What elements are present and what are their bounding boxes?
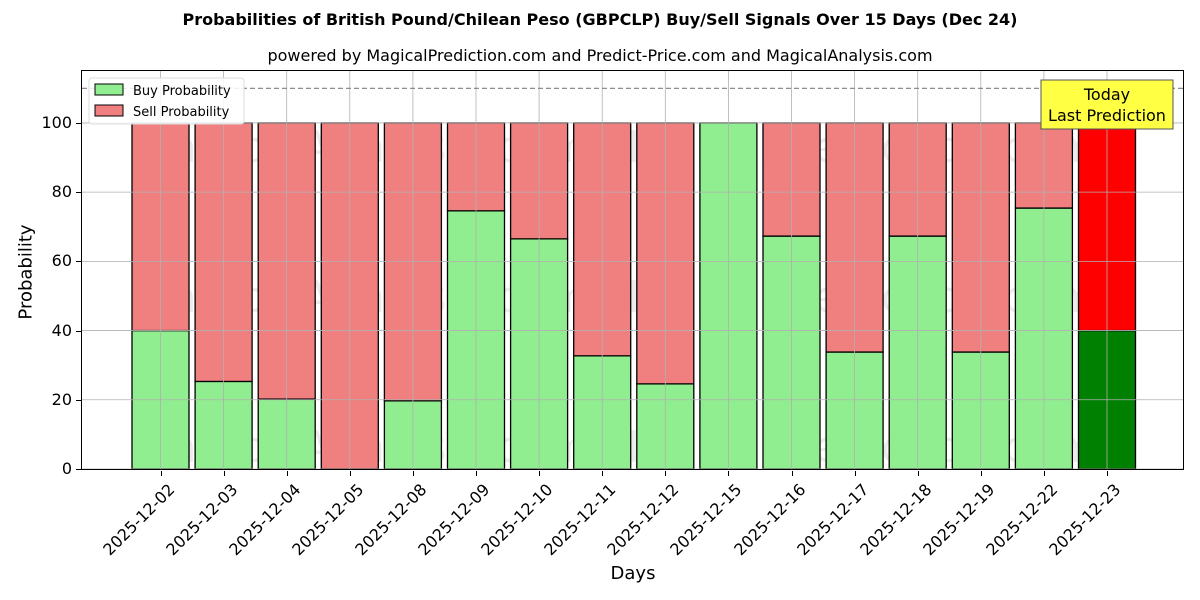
- x-tick-mark: [665, 471, 667, 476]
- legend-buy-swatch: [94, 83, 124, 96]
- chart-subtitle: powered by MagicalPrediction.com and Pre…: [267, 46, 933, 65]
- y-tick-mark: [76, 469, 81, 470]
- x-tick-mark: [917, 471, 919, 476]
- x-tick-mark: [476, 471, 477, 476]
- legend-sell-swatch: [94, 104, 124, 117]
- legend-buy-label: Buy Probability: [133, 84, 231, 99]
- x-tick-mark: [980, 471, 982, 476]
- chart-title: Probabilities of British Pound/Chilean P…: [182, 10, 1018, 29]
- y-tick-mark: [76, 399, 81, 401]
- today-annotation: Today Last Prediction: [1040, 79, 1174, 130]
- x-tick-mark: [412, 471, 414, 476]
- y-tick-mark: [76, 192, 81, 194]
- x-tick-mark: [223, 471, 225, 476]
- y-tick-label: 80: [51, 182, 72, 202]
- x-tick-mark: [286, 471, 288, 476]
- bar-chart: MagicalAnalysis.comMagicalPrediction.com…: [82, 71, 1183, 473]
- y-axis-label: Probability: [15, 224, 37, 320]
- x-axis-label: Days: [610, 563, 656, 584]
- x-tick-mark: [1043, 471, 1045, 476]
- x-tick-mark: [791, 471, 793, 476]
- y-tick-label: 60: [51, 251, 72, 271]
- x-tick-mark: [1107, 471, 1108, 476]
- y-tick-mark: [76, 122, 81, 124]
- x-tick-mark: [160, 471, 162, 476]
- legend: Buy Probability Sell Probability: [88, 77, 245, 125]
- svg-text:Today: Today: [1083, 85, 1130, 104]
- y-tick-label: 0: [61, 459, 72, 478]
- legend-sell-label: Sell Probability: [133, 105, 230, 120]
- x-tick-mark: [539, 471, 541, 476]
- y-tick-label: 100: [41, 112, 72, 132]
- y-tick-mark: [76, 330, 81, 332]
- y-tick-label: 40: [51, 320, 72, 340]
- x-tick-mark: [854, 471, 856, 476]
- y-tick-label: 20: [51, 389, 72, 409]
- y-tick-mark: [76, 261, 81, 263]
- x-tick-mark: [728, 471, 730, 476]
- x-tick-mark: [349, 471, 351, 476]
- plot-area: MagicalAnalysis.comMagicalPrediction.com…: [81, 70, 1184, 473]
- svg-text:Last Prediction: Last Prediction: [1048, 106, 1166, 125]
- x-tick-mark: [602, 471, 604, 476]
